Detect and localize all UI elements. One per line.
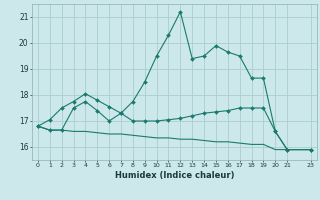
X-axis label: Humidex (Indice chaleur): Humidex (Indice chaleur) — [115, 171, 234, 180]
